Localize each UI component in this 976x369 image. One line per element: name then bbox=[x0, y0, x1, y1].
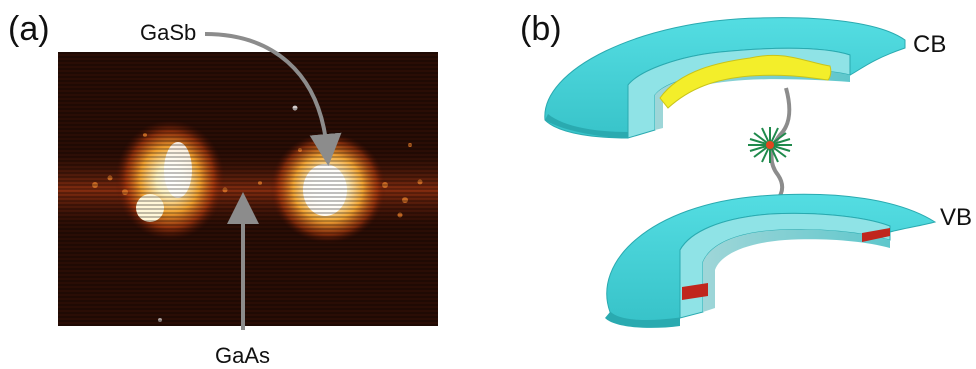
electron-wavefunction bbox=[659, 54, 832, 109]
cb-label: CB bbox=[913, 31, 946, 58]
valence-cut-left bbox=[682, 283, 708, 300]
gasb-arrow bbox=[204, 32, 342, 166]
valence-band-ring bbox=[605, 193, 937, 328]
panel-b-label: (b) bbox=[520, 10, 562, 48]
vb-label: VB bbox=[940, 204, 972, 231]
panel-a: (a) bbox=[8, 10, 438, 368]
gaas-label: GaAs bbox=[215, 343, 270, 368]
conduction-band-ring bbox=[544, 17, 906, 139]
panel-a-label: (a) bbox=[8, 10, 50, 48]
panel-b: (b) CB bbox=[520, 10, 972, 328]
luminescence-micrograph bbox=[58, 52, 438, 326]
recombination-path bbox=[768, 87, 792, 210]
photon-emission-icon bbox=[748, 127, 792, 163]
valence-cut-right bbox=[862, 228, 890, 242]
gasb-label: GaSb bbox=[140, 20, 196, 45]
